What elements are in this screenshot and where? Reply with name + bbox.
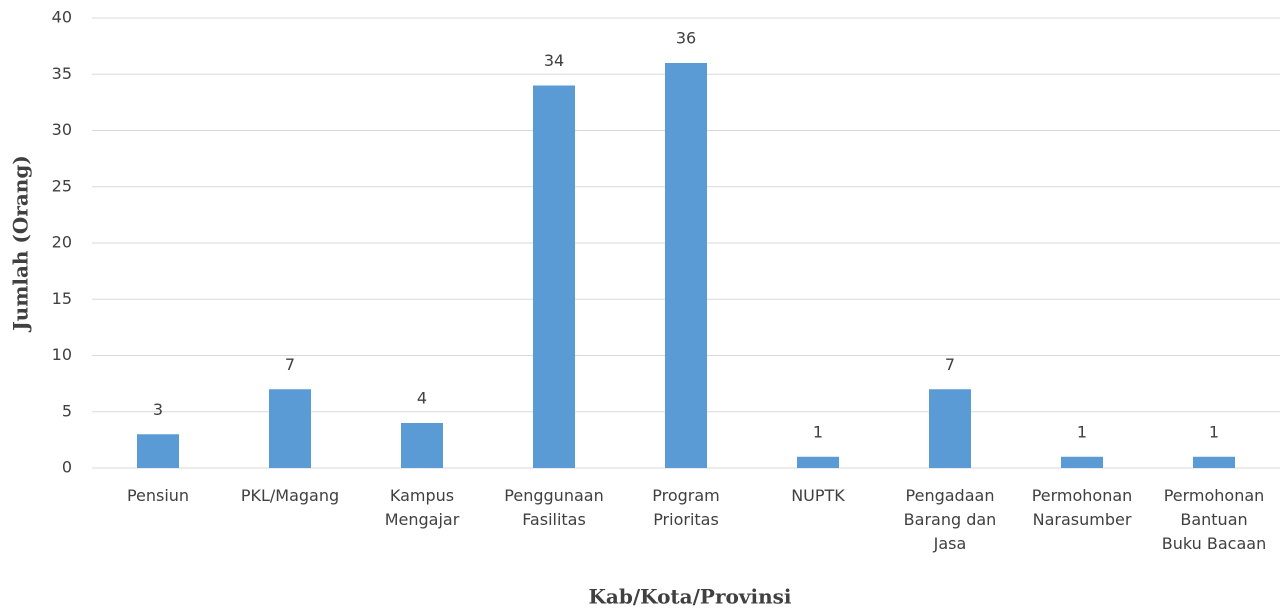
x-tick-label: Penggunaan Fasilitas xyxy=(504,486,604,529)
y-tick-label: 25 xyxy=(52,176,72,195)
x-tick-label: Kampus Mengajar xyxy=(384,486,460,529)
data-label: 1 xyxy=(813,422,823,441)
y-tick-label: 20 xyxy=(52,233,72,252)
y-tick-label: 40 xyxy=(52,8,72,27)
y-axis-title: Jumlah (Orang) xyxy=(9,155,33,333)
y-tick-label: 35 xyxy=(52,64,72,83)
bar xyxy=(797,456,839,468)
bar xyxy=(137,434,179,468)
x-tick-label: Permohonan Narasumber xyxy=(1031,486,1133,529)
y-tick-label: 30 xyxy=(52,120,72,139)
data-label: 7 xyxy=(285,355,295,374)
data-label: 4 xyxy=(417,389,427,408)
x-axis-title: Kab/Kota/Provinsi xyxy=(589,585,792,609)
x-tick-label: PKL/Magang xyxy=(240,486,340,505)
data-label: 7 xyxy=(945,355,955,374)
x-tick-label: NUPTK xyxy=(791,486,845,505)
y-tick-label: 15 xyxy=(52,289,72,308)
x-tick-label: Pensiun xyxy=(126,486,190,505)
bar xyxy=(1061,456,1103,468)
x-tick-label: Permohonan Bantuan Buku Bacaan xyxy=(1161,486,1267,553)
data-label: 3 xyxy=(153,400,163,419)
bar xyxy=(665,63,707,468)
bar xyxy=(929,389,971,468)
data-label: 34 xyxy=(544,51,564,70)
bar xyxy=(269,389,311,468)
y-tick-label: 0 xyxy=(62,458,72,477)
x-tick-label: Pengadaan Barang dan Jasa xyxy=(903,486,997,553)
x-tick-label: Program Prioritas xyxy=(652,486,720,529)
y-tick-label: 10 xyxy=(52,345,72,364)
data-label: 36 xyxy=(676,29,696,48)
bar xyxy=(1193,456,1235,468)
data-label: 1 xyxy=(1077,422,1087,441)
bar xyxy=(533,85,575,468)
y-tick-label: 5 xyxy=(62,401,72,420)
data-label: 1 xyxy=(1209,422,1219,441)
bar xyxy=(401,423,443,468)
